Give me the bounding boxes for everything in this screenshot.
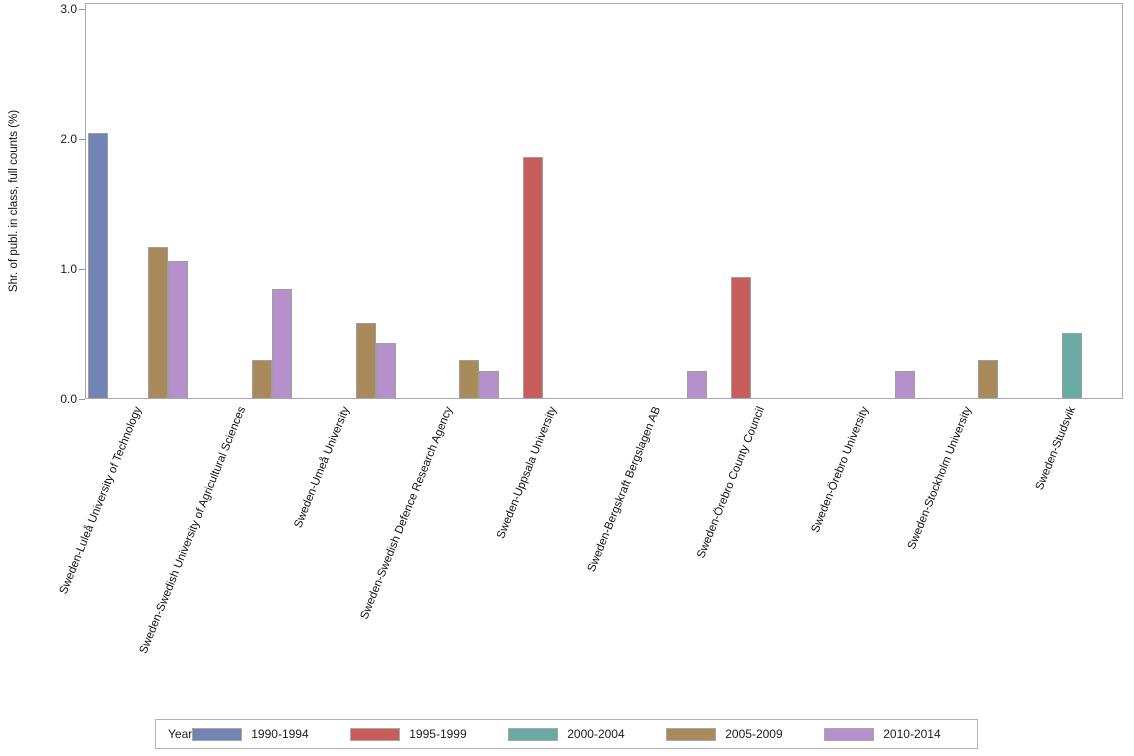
legend-label: 2000-2004 [567, 727, 625, 741]
legend-entry: 1990-1994 [192, 727, 350, 741]
bar-2000-2004 [1062, 333, 1082, 398]
bar-1995-1999 [523, 157, 543, 398]
legend-label: 2005-2009 [725, 727, 783, 741]
bar-2005-2009 [459, 360, 479, 398]
bar-2005-2009 [356, 323, 376, 398]
y-axis-title: Shr. of publ. in class, full counts (%) [8, 109, 20, 293]
legend-swatch-icon [508, 727, 559, 741]
bar-1990-1994 [88, 133, 108, 398]
legend-swatch-icon [666, 727, 717, 741]
legend-entry: 1995-1999 [350, 727, 508, 741]
legend-label: 2010-2014 [883, 727, 941, 741]
plot-area [85, 3, 1123, 399]
legend-entry: 2000-2004 [508, 727, 666, 741]
bar-1995-1999 [731, 277, 751, 398]
y-tick-label: 3.0 [60, 2, 77, 16]
y-tick-label: 0.0 [60, 392, 77, 406]
y-tick-mark [79, 139, 85, 140]
legend-swatch-icon [192, 727, 243, 741]
legend-entry: 2005-2009 [666, 727, 824, 741]
bar-2010-2014 [687, 371, 707, 398]
x-category-label: Sweden-Studsvik [1033, 405, 1079, 492]
bar-2005-2009 [252, 360, 272, 398]
legend-swatch-icon [824, 727, 875, 741]
legend-label: 1990-1994 [251, 727, 309, 741]
y-tick-mark [79, 9, 85, 10]
bar-2010-2014 [479, 371, 499, 398]
y-tick-mark [79, 269, 85, 270]
bar-2010-2014 [272, 289, 292, 398]
y-tick-label: 1.0 [60, 262, 77, 276]
bar-2005-2009 [148, 247, 168, 398]
legend: Year 1990-1994 1995-1999 2000-2004 2005-200… [155, 719, 978, 749]
bar-2010-2014 [376, 343, 396, 398]
bar-2010-2014 [895, 371, 915, 398]
bar-2010-2014 [168, 261, 188, 398]
bar-2005-2009 [978, 360, 998, 398]
y-tick-label: 2.0 [60, 132, 77, 146]
y-tick-mark [79, 399, 85, 400]
legend-label: 1995-1999 [409, 727, 467, 741]
legend-title: Year [168, 727, 193, 741]
legend-swatch-icon [350, 727, 401, 741]
legend-entry: 2010-2014 [824, 727, 982, 741]
